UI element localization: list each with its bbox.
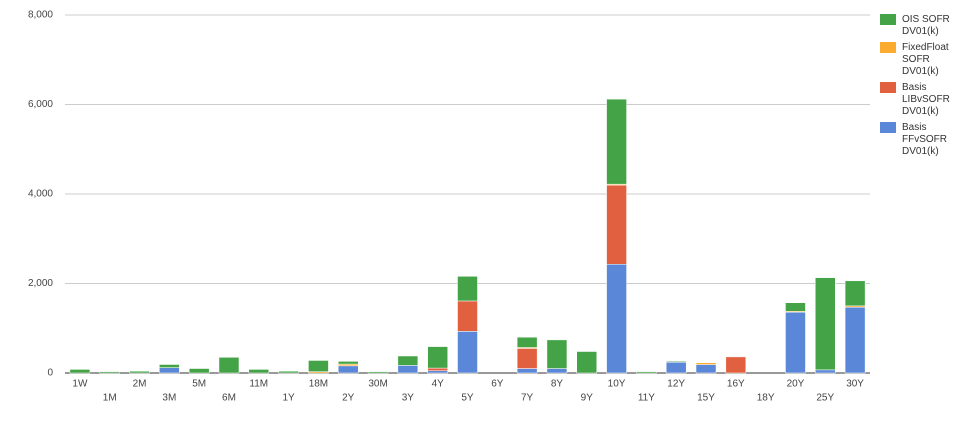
bar-segment (159, 364, 180, 368)
x-tick-label: 6Y (491, 379, 504, 390)
bar-segment (457, 331, 478, 374)
bar-segment (665, 361, 687, 363)
legend: OIS SOFR DV01(k) FixedFloat SOFR DV01(k) B… (880, 14, 960, 162)
bar-segment (337, 365, 359, 374)
x-tick-label: 4Y (432, 379, 445, 390)
x-tick-label: 2M (133, 379, 147, 390)
x-tick-label: 18Y (757, 393, 775, 404)
bar-segment (457, 276, 478, 302)
x-tick-label: 1W (72, 379, 88, 390)
bar-segment (516, 336, 538, 348)
bar-segment (844, 280, 866, 307)
bar-segment (606, 184, 627, 265)
x-tick-label: 6M (222, 393, 236, 404)
bar-segment (665, 362, 687, 374)
legend-item[interactable]: Basis LIBvSOFR DV01(k) (880, 82, 960, 118)
legend-label: Basis FFvSOFR DV01(k) (902, 122, 947, 157)
bar-segment (844, 306, 866, 374)
bar-segment (606, 264, 627, 374)
x-tick-label: 5Y (461, 393, 474, 404)
x-tick-label: 2Y (342, 393, 355, 404)
bar-segment (337, 363, 359, 367)
legend-label: OIS SOFR DV01(k) (902, 14, 950, 37)
bar-segment (427, 370, 448, 374)
y-tick-label: 0 (47, 368, 53, 379)
bar-segment (308, 360, 329, 372)
bar-segment (367, 371, 389, 374)
bar-segment (606, 98, 627, 185)
bar-segment (516, 348, 538, 369)
x-tick-label: 15Y (697, 393, 715, 404)
x-tick-label: 9Y (581, 393, 594, 404)
x-tick-label: 7Y (521, 393, 534, 404)
bar-segment (397, 365, 419, 374)
y-tick-label: 6,000 (28, 99, 53, 110)
bar-segment (546, 368, 568, 374)
bar-segment (397, 355, 419, 366)
legend-swatch (880, 82, 896, 93)
bar-segment (69, 369, 91, 374)
bar-segment (576, 351, 598, 374)
x-tick-label: 12Y (667, 379, 685, 390)
bar-segment (129, 370, 150, 374)
x-tick-label: 11Y (638, 393, 655, 404)
bar-segment (278, 370, 299, 374)
x-tick-label: 25Y (816, 393, 834, 404)
bar-segment (337, 361, 359, 365)
bar-segment (815, 277, 836, 371)
bar-segment (427, 346, 448, 369)
bar-segment (695, 362, 717, 365)
y-tick-label: 8,000 (28, 10, 53, 21)
bar-segment (248, 369, 270, 374)
x-tick-label: 10Y (608, 379, 626, 390)
bar-segment (815, 369, 836, 374)
legend-item[interactable]: OIS SOFR DV01(k) (880, 14, 960, 38)
x-tick-label: 11M (249, 379, 268, 390)
bar-segment (546, 339, 568, 369)
x-tick-label: 5M (192, 379, 206, 390)
bar-segment (785, 302, 806, 312)
legend-item[interactable]: Basis FFvSOFR DV01(k) (880, 122, 960, 158)
y-tick-label: 4,000 (28, 189, 53, 200)
legend-label: Basis LIBvSOFR DV01(k) (902, 82, 950, 117)
x-tick-label: 30M (368, 379, 387, 390)
x-tick-label: 3Y (402, 393, 415, 404)
bar-segment (188, 368, 210, 374)
legend-swatch (880, 122, 896, 133)
bar-segment (218, 357, 240, 374)
bar-segment (785, 311, 806, 374)
y-tick-label: 2,000 (28, 278, 53, 289)
x-tick-label: 16Y (727, 379, 745, 390)
x-tick-label: 1Y (282, 393, 295, 404)
x-tick-label: 3M (162, 393, 176, 404)
x-tick-label: 18M (309, 379, 328, 390)
legend-item[interactable]: FixedFloat SOFR DV01(k) (880, 42, 960, 78)
x-tick-label: 8Y (551, 379, 564, 390)
x-tick-label: 1M (103, 393, 117, 404)
legend-swatch (880, 42, 896, 53)
bar-segment (725, 356, 747, 374)
legend-swatch (880, 14, 896, 25)
legend-label: FixedFloat SOFR DV01(k) (902, 42, 949, 77)
bar-segment (99, 371, 120, 374)
bar-segment (457, 300, 478, 332)
x-tick-label: 30Y (846, 379, 864, 390)
bar-segment (159, 367, 180, 374)
x-tick-label: 20Y (787, 379, 805, 390)
bar-segment (427, 367, 448, 372)
bar-segment (516, 368, 538, 374)
bar-segment (636, 371, 657, 374)
bar-segment (695, 364, 717, 374)
